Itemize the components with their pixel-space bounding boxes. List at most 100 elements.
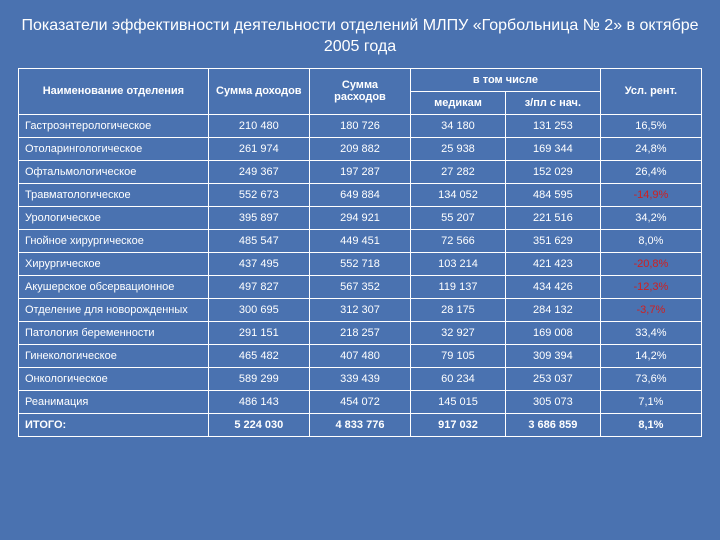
cell-name: Офтальмологическое: [19, 160, 209, 183]
cell-salary: 351 629: [505, 229, 600, 252]
cell-name: Отделение для новорожденных: [19, 298, 209, 321]
cell-name: Гнойное хирургическое: [19, 229, 209, 252]
cell-expense: 218 257: [309, 321, 410, 344]
cell-expense: 294 921: [309, 206, 410, 229]
table-row: Акушерское обсервационное497 827567 3521…: [19, 275, 702, 298]
cell-salary: 434 426: [505, 275, 600, 298]
cell-income: 300 695: [208, 298, 309, 321]
cell-medicine: 27 282: [411, 160, 506, 183]
table-row: Отоларингологическое261 974209 88225 938…: [19, 137, 702, 160]
cell-medicine: 119 137: [411, 275, 506, 298]
cell-expense: 454 072: [309, 390, 410, 413]
cell-rent: -14,9%: [600, 183, 701, 206]
cell-expense: 407 480: [309, 344, 410, 367]
cell-medicine: 34 180: [411, 114, 506, 137]
cell-rent: 33,4%: [600, 321, 701, 344]
table-row: Реанимация486 143454 072145 015305 0737,…: [19, 390, 702, 413]
cell-salary: 484 595: [505, 183, 600, 206]
cell-expense: 339 439: [309, 367, 410, 390]
cell-salary: 253 037: [505, 367, 600, 390]
cell-expense: 552 718: [309, 252, 410, 275]
table-row: Гинекологическое465 482407 48079 105309 …: [19, 344, 702, 367]
cell-income: 249 367: [208, 160, 309, 183]
cell-medicine: 60 234: [411, 367, 506, 390]
cell-medicine: 25 938: [411, 137, 506, 160]
cell-income: 486 143: [208, 390, 309, 413]
cell-name: ИТОГО:: [19, 413, 209, 436]
cell-medicine: 145 015: [411, 390, 506, 413]
table-row: Офтальмологическое249 367197 28727 28215…: [19, 160, 702, 183]
cell-medicine: 917 032: [411, 413, 506, 436]
cell-rent: 24,8%: [600, 137, 701, 160]
cell-income: 395 897: [208, 206, 309, 229]
cell-name: Патология беременности: [19, 321, 209, 344]
table-row: Гнойное хирургическое485 547449 45172 56…: [19, 229, 702, 252]
cell-name: Онкологическое: [19, 367, 209, 390]
table-row: Онкологическое589 299339 43960 234253 03…: [19, 367, 702, 390]
cell-rent: -3,7%: [600, 298, 701, 321]
header-income: Сумма доходов: [208, 68, 309, 114]
cell-salary: 284 132: [505, 298, 600, 321]
cell-income: 485 547: [208, 229, 309, 252]
cell-name: Хирургическое: [19, 252, 209, 275]
cell-rent: 8,0%: [600, 229, 701, 252]
cell-salary: 3 686 859: [505, 413, 600, 436]
cell-medicine: 55 207: [411, 206, 506, 229]
cell-name: Реанимация: [19, 390, 209, 413]
page-title: Показатели эффективности деятельности от…: [18, 16, 702, 58]
cell-salary: 421 423: [505, 252, 600, 275]
cell-rent: -20,8%: [600, 252, 701, 275]
cell-expense: 4 833 776: [309, 413, 410, 436]
efficiency-table: Наименование отделения Сумма доходов Сум…: [18, 68, 702, 437]
cell-name: Травматологическое: [19, 183, 209, 206]
table-row: Травматологическое552 673649 884134 0524…: [19, 183, 702, 206]
cell-rent: 16,5%: [600, 114, 701, 137]
table-row: Хирургическое437 495552 718103 214421 42…: [19, 252, 702, 275]
cell-expense: 312 307: [309, 298, 410, 321]
cell-salary: 221 516: [505, 206, 600, 229]
cell-income: 5 224 030: [208, 413, 309, 436]
cell-rent: -12,3%: [600, 275, 701, 298]
table-row-total: ИТОГО:5 224 0304 833 776917 0323 686 859…: [19, 413, 702, 436]
header-name: Наименование отделения: [19, 68, 209, 114]
table-row: Гастроэнтерологическое210 480180 72634 1…: [19, 114, 702, 137]
cell-medicine: 79 105: [411, 344, 506, 367]
cell-name: Отоларингологическое: [19, 137, 209, 160]
cell-income: 437 495: [208, 252, 309, 275]
header-salary: з/пл с нач.: [505, 91, 600, 114]
cell-medicine: 28 175: [411, 298, 506, 321]
cell-salary: 169 008: [505, 321, 600, 344]
header-expense: Сумма расходов: [309, 68, 410, 114]
table-row: Урологическое395 897294 92155 207221 516…: [19, 206, 702, 229]
table-row: Патология беременности291 151218 25732 9…: [19, 321, 702, 344]
cell-income: 210 480: [208, 114, 309, 137]
header-medicine: медикам: [411, 91, 506, 114]
cell-salary: 152 029: [505, 160, 600, 183]
cell-income: 589 299: [208, 367, 309, 390]
cell-income: 465 482: [208, 344, 309, 367]
cell-income: 291 151: [208, 321, 309, 344]
cell-name: Урологическое: [19, 206, 209, 229]
cell-salary: 309 394: [505, 344, 600, 367]
cell-income: 261 974: [208, 137, 309, 160]
cell-medicine: 103 214: [411, 252, 506, 275]
cell-medicine: 134 052: [411, 183, 506, 206]
cell-rent: 26,4%: [600, 160, 701, 183]
cell-rent: 8,1%: [600, 413, 701, 436]
header-rent: Усл. рент.: [600, 68, 701, 114]
cell-name: Акушерское обсервационное: [19, 275, 209, 298]
cell-expense: 180 726: [309, 114, 410, 137]
cell-expense: 449 451: [309, 229, 410, 252]
cell-name: Гинекологическое: [19, 344, 209, 367]
table-row: Отделение для новорожденных300 695312 30…: [19, 298, 702, 321]
cell-expense: 649 884: [309, 183, 410, 206]
cell-medicine: 72 566: [411, 229, 506, 252]
cell-rent: 34,2%: [600, 206, 701, 229]
cell-rent: 14,2%: [600, 344, 701, 367]
cell-expense: 209 882: [309, 137, 410, 160]
cell-name: Гастроэнтерологическое: [19, 114, 209, 137]
header-including: в том числе: [411, 68, 601, 91]
cell-expense: 197 287: [309, 160, 410, 183]
cell-medicine: 32 927: [411, 321, 506, 344]
cell-income: 497 827: [208, 275, 309, 298]
